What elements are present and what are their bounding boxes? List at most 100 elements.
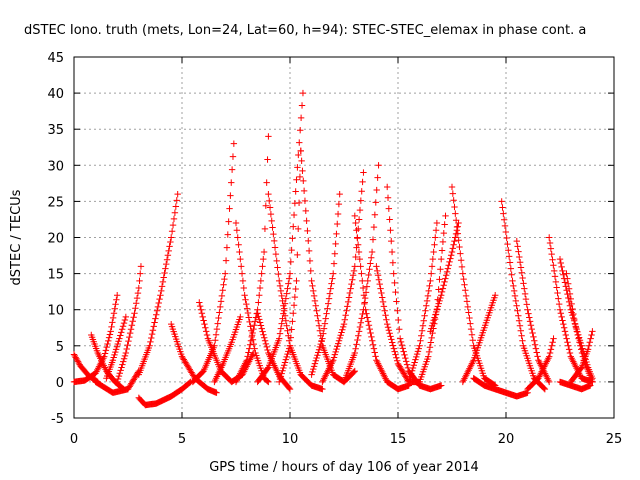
data-point xyxy=(562,331,570,339)
data-point xyxy=(452,234,459,241)
data-point xyxy=(432,311,439,318)
data-point xyxy=(297,114,305,122)
data-point xyxy=(368,333,375,341)
data-point xyxy=(353,244,360,251)
data-point xyxy=(465,309,472,316)
data-point xyxy=(306,257,314,265)
data-point xyxy=(378,289,385,297)
y-tick-label: 30 xyxy=(47,159,64,174)
data-point xyxy=(296,139,303,146)
data-point xyxy=(218,292,226,300)
data-point xyxy=(507,265,515,272)
data-point xyxy=(268,217,275,225)
data-point xyxy=(171,209,179,216)
data-point xyxy=(294,251,301,259)
data-point xyxy=(356,323,364,331)
data-point xyxy=(427,277,434,285)
data-point xyxy=(309,368,316,376)
data-point xyxy=(315,322,323,330)
data-point xyxy=(255,299,262,306)
data-point xyxy=(290,223,297,230)
data-point xyxy=(168,228,176,235)
data-point xyxy=(428,263,436,270)
data-point xyxy=(130,314,137,321)
data-point xyxy=(332,348,339,356)
data-point xyxy=(367,260,374,267)
data-point xyxy=(359,277,366,285)
data-point xyxy=(284,327,291,335)
data-point xyxy=(433,305,441,313)
data-point xyxy=(119,323,127,330)
data-point xyxy=(458,263,466,271)
data-point xyxy=(513,302,520,310)
data-point xyxy=(365,322,373,329)
data-point xyxy=(278,320,285,327)
data-point xyxy=(380,303,388,310)
data-point xyxy=(115,338,122,345)
data-point xyxy=(329,275,336,282)
y-tick-label: -5 xyxy=(51,412,64,427)
data-point xyxy=(563,270,570,277)
y-tick-label: 5 xyxy=(56,340,64,355)
data-point xyxy=(577,342,584,349)
data-point xyxy=(461,281,468,288)
data-point xyxy=(432,227,440,234)
data-point xyxy=(520,280,527,287)
data-point xyxy=(282,295,290,302)
data-point xyxy=(521,290,529,298)
data-point xyxy=(328,280,335,287)
data-point xyxy=(298,157,305,165)
data-point xyxy=(159,278,167,286)
data-point xyxy=(551,273,559,280)
data-point xyxy=(546,239,554,247)
data-point xyxy=(278,292,285,300)
data-point xyxy=(227,192,234,199)
data-point xyxy=(283,290,290,297)
data-point xyxy=(163,256,171,263)
data-point xyxy=(513,237,520,245)
data-point xyxy=(525,310,532,317)
data-point xyxy=(291,293,299,301)
data-point xyxy=(550,262,557,269)
data-point xyxy=(136,277,143,285)
data-point xyxy=(502,228,510,236)
data-point xyxy=(299,89,307,97)
x-tick-label: 15 xyxy=(390,432,407,447)
data-point xyxy=(449,245,457,252)
data-point xyxy=(522,295,530,303)
data-point xyxy=(197,306,205,313)
data-point xyxy=(201,320,208,328)
data-point xyxy=(258,325,265,332)
data-point xyxy=(311,360,319,367)
data-point xyxy=(393,357,401,364)
data-point xyxy=(286,342,294,349)
data-point xyxy=(153,307,161,315)
data-point xyxy=(448,183,456,191)
data-point xyxy=(320,330,327,337)
data-point xyxy=(503,234,510,242)
data-point xyxy=(283,322,290,330)
data-point xyxy=(506,259,514,266)
data-point xyxy=(73,355,80,362)
data-point xyxy=(244,309,252,317)
data-point xyxy=(311,297,319,305)
data-point xyxy=(512,297,520,305)
data-point xyxy=(435,300,442,307)
data-point xyxy=(297,147,304,155)
data-point xyxy=(436,297,443,305)
tick-labels: 0 5 10 15 20 25 -5 0 5 10 15 20 25 30 35 40 45 xyxy=(47,51,622,447)
data-point xyxy=(554,289,561,297)
y-tick-label: 35 xyxy=(47,123,64,138)
data-point xyxy=(115,372,123,380)
data-point xyxy=(559,267,566,275)
data-point xyxy=(109,319,116,326)
data-point xyxy=(315,349,322,356)
data-point xyxy=(367,329,374,337)
data-point xyxy=(240,284,247,292)
data-point xyxy=(285,348,292,355)
data-point xyxy=(358,188,365,195)
data-point xyxy=(504,240,511,248)
data-point xyxy=(327,285,334,292)
data-point xyxy=(249,329,256,337)
data-point xyxy=(302,207,309,215)
